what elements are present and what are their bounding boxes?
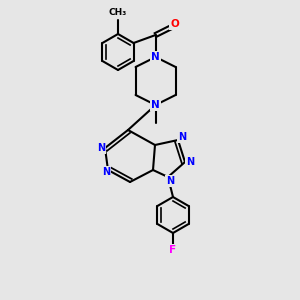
Text: F: F <box>169 245 177 255</box>
Text: N: N <box>178 132 186 142</box>
Text: N: N <box>166 176 174 186</box>
Text: N: N <box>102 167 110 177</box>
Text: N: N <box>186 157 194 167</box>
Text: N: N <box>97 143 105 153</box>
Text: CH₃: CH₃ <box>109 8 127 17</box>
Text: N: N <box>151 100 160 110</box>
Text: N: N <box>151 52 160 62</box>
Text: O: O <box>170 19 179 29</box>
